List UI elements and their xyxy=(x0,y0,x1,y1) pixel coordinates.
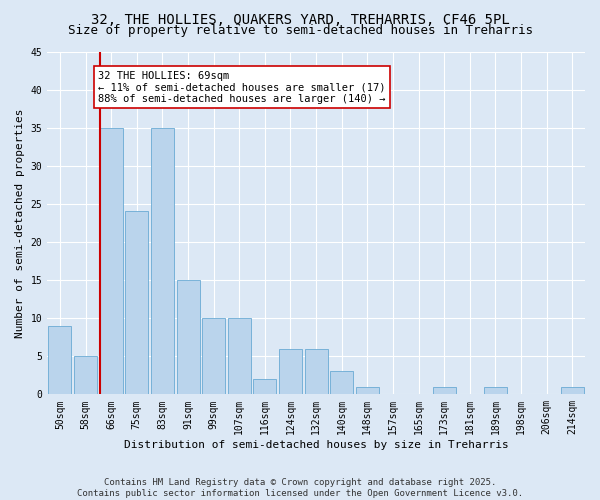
Text: Contains HM Land Registry data © Crown copyright and database right 2025.
Contai: Contains HM Land Registry data © Crown c… xyxy=(77,478,523,498)
Bar xyxy=(356,386,379,394)
Bar xyxy=(100,128,123,394)
Bar xyxy=(279,348,302,395)
Bar xyxy=(253,379,277,394)
Text: Size of property relative to semi-detached houses in Treharris: Size of property relative to semi-detach… xyxy=(67,24,533,37)
Text: 32, THE HOLLIES, QUAKERS YARD, TREHARRIS, CF46 5PL: 32, THE HOLLIES, QUAKERS YARD, TREHARRIS… xyxy=(91,12,509,26)
Bar xyxy=(74,356,97,395)
Bar xyxy=(433,386,455,394)
Y-axis label: Number of semi-detached properties: Number of semi-detached properties xyxy=(15,108,25,338)
Text: 32 THE HOLLIES: 69sqm
← 11% of semi-detached houses are smaller (17)
88% of semi: 32 THE HOLLIES: 69sqm ← 11% of semi-deta… xyxy=(98,70,386,104)
Bar xyxy=(560,386,584,394)
Bar xyxy=(176,280,200,394)
Bar xyxy=(202,318,225,394)
Bar xyxy=(330,372,353,394)
Bar xyxy=(305,348,328,395)
X-axis label: Distribution of semi-detached houses by size in Treharris: Distribution of semi-detached houses by … xyxy=(124,440,508,450)
Bar xyxy=(49,326,71,394)
Bar xyxy=(228,318,251,394)
Bar xyxy=(151,128,174,394)
Bar xyxy=(484,386,507,394)
Bar xyxy=(125,212,148,394)
